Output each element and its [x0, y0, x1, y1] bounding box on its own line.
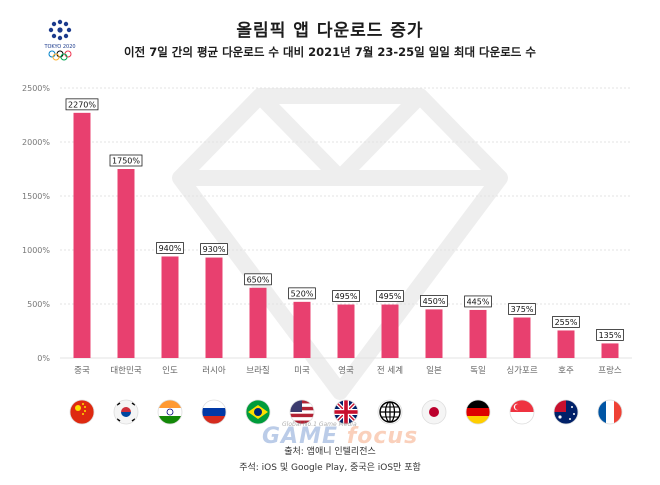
- x-tick-label: 대한민국: [110, 365, 141, 376]
- value-label: 255%: [555, 318, 578, 327]
- x-tick-label: 독일: [470, 366, 486, 376]
- x-tick-label: 중국: [74, 366, 90, 376]
- france-flag-icon: [597, 399, 623, 425]
- bar: [117, 169, 135, 358]
- value-label-box: [420, 294, 448, 307]
- x-tick-label: 러시아: [202, 365, 226, 376]
- china-flag-icon: [69, 399, 95, 425]
- value-label: 520%: [291, 289, 314, 298]
- x-tick-label: 인도: [162, 365, 178, 376]
- bar: [381, 304, 399, 358]
- value-label-box: [65, 98, 99, 111]
- value-label-box: [464, 295, 492, 308]
- germany-flag-icon: [465, 399, 491, 425]
- value-label: 445%: [467, 297, 490, 306]
- value-label-box: [244, 273, 272, 286]
- x-tick-label: 호주: [558, 366, 574, 376]
- value-label-box: [508, 303, 536, 315]
- singapore-flag-icon: [509, 399, 535, 425]
- y-tick-label: 1500%: [22, 192, 50, 201]
- bar-chart: 0% 500% 1000% 1500% 2000% 2500% 2270% 1750% 940…: [22, 84, 632, 425]
- y-tick-label: 500%: [27, 300, 50, 309]
- watermark-word-focus: focus: [346, 424, 419, 449]
- value-label-box: [552, 316, 580, 328]
- x-tick-label: 브라질: [246, 365, 269, 376]
- bar: [557, 330, 575, 358]
- bar: [205, 257, 223, 358]
- value-label: 135%: [599, 331, 622, 340]
- value-label-box: [200, 243, 228, 255]
- value-label: 930%: [203, 245, 226, 254]
- value-label-box: [109, 154, 143, 167]
- x-tick-label: 전 세계: [377, 365, 403, 376]
- bar: [337, 304, 355, 358]
- bar: [293, 301, 311, 358]
- brazil-flag-icon: [245, 399, 271, 425]
- background-diamond-watermark: [172, 88, 508, 400]
- bar: [73, 112, 91, 358]
- india-flag-icon: [157, 399, 183, 425]
- bar: [469, 309, 487, 358]
- bar: [513, 317, 531, 358]
- value-label-box: [596, 329, 624, 341]
- value-label: 450%: [423, 297, 446, 306]
- y-tick-label: 2500%: [22, 84, 50, 93]
- value-label-box: [332, 290, 360, 302]
- y-tick-label: 1000%: [22, 246, 50, 255]
- x-tick-label: 일본: [426, 366, 442, 376]
- bar: [425, 309, 443, 358]
- value-label: 650%: [247, 275, 270, 284]
- footnote: 주석: iOS 및 Google Play, 중국은 iOS만 포함: [239, 463, 421, 473]
- uk-flag-icon: [333, 399, 359, 425]
- x-tick-label: 미국: [294, 366, 310, 376]
- value-label: 495%: [379, 292, 402, 301]
- value-label-box: [376, 290, 404, 302]
- value-label: 940%: [159, 244, 182, 253]
- south-korea-flag-icon: [113, 399, 139, 425]
- bar: [601, 343, 619, 358]
- x-tick-label: 싱가포르: [506, 365, 537, 376]
- value-label-box: [156, 242, 184, 254]
- bar: [161, 256, 179, 358]
- value-label-box: [288, 287, 316, 300]
- value-label: 2270%: [68, 100, 96, 109]
- watermark-word-game: GAME: [262, 424, 339, 449]
- tokyo-2020-logo: TOKYO 2020: [43, 19, 76, 61]
- japan-flag-icon: [421, 399, 447, 425]
- bar: [249, 287, 267, 358]
- y-tick-label: 0%: [37, 354, 50, 363]
- value-label: 495%: [335, 292, 358, 301]
- usa-flag-icon: [289, 399, 315, 425]
- chart-title: 올림픽 앱 다운로드 증가: [236, 21, 424, 41]
- value-label: 375%: [511, 305, 534, 314]
- chart-subtitle: 이전 7일 간의 평균 다운로드 수 대비 2021년 7월 23-25일 일일…: [124, 45, 536, 59]
- logo-text: TOKYO 2020: [43, 44, 75, 50]
- y-tick-label: 2000%: [22, 138, 50, 147]
- australia-flag-icon: [553, 399, 579, 425]
- value-label: 1750%: [112, 157, 140, 166]
- globe-icon: [377, 399, 403, 425]
- watermark-tagline: Global No.1 Game Media: [282, 421, 357, 428]
- russia-flag-icon: [201, 399, 227, 425]
- x-tick-label: 영국: [338, 365, 354, 376]
- source-note: 출처: 앱애니 인텔리전스: [284, 447, 376, 457]
- x-tick-label: 프랑스: [598, 365, 622, 376]
- gamefocus-watermark: GAME focus: [262, 424, 418, 449]
